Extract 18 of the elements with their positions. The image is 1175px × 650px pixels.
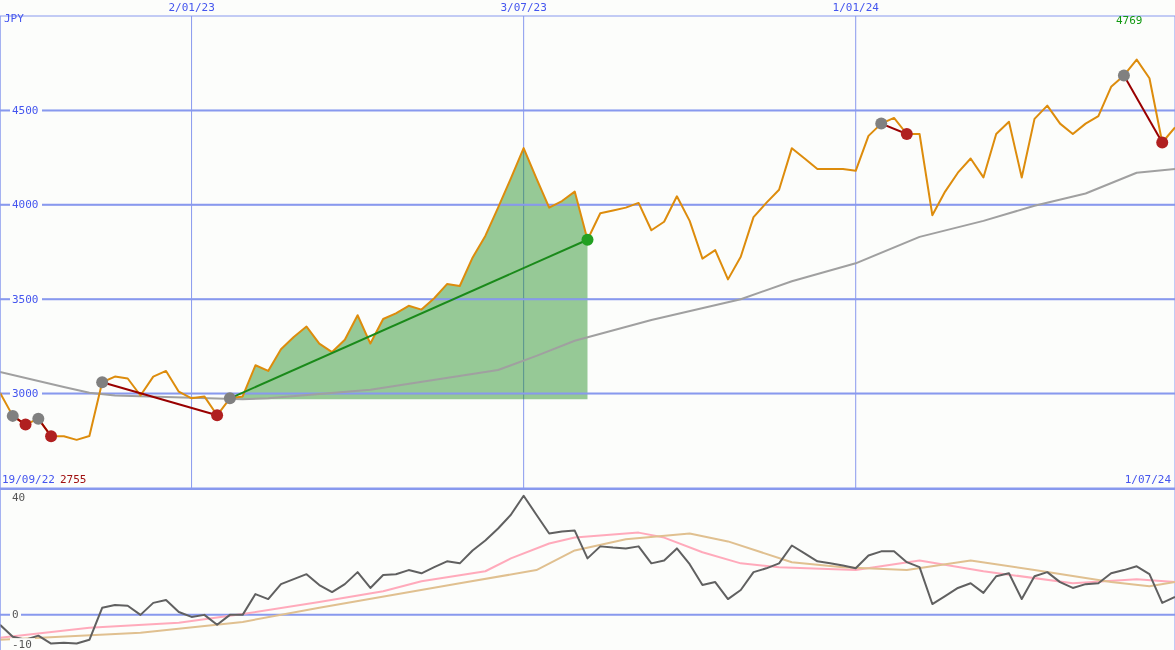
- y-tick-label: 40: [12, 491, 26, 505]
- line-series: [0, 167, 1175, 401]
- y-tick-label: -10: [12, 637, 32, 650]
- annotation: 4769: [1116, 14, 1143, 27]
- annotation: 19/09/22: [2, 473, 55, 486]
- annotation: 2755: [60, 473, 87, 486]
- y-tick-label: 4500: [12, 103, 39, 117]
- y-tick-label: 3500: [12, 292, 39, 306]
- x-tick-label: 1/01/24: [832, 1, 880, 14]
- annotation: 1/07/24: [1124, 473, 1171, 486]
- x-tick-label: 2/01/23: [168, 1, 215, 14]
- line-series: [0, 58, 1175, 441]
- y-axis-title: JPY: [4, 12, 24, 25]
- y-tick-label: 4000: [12, 198, 39, 212]
- x-tick-label: 3/07/23: [500, 1, 547, 14]
- y-tick-label: 0: [12, 608, 19, 622]
- point: [581, 233, 594, 246]
- y-tick-label: 3000: [12, 387, 39, 401]
